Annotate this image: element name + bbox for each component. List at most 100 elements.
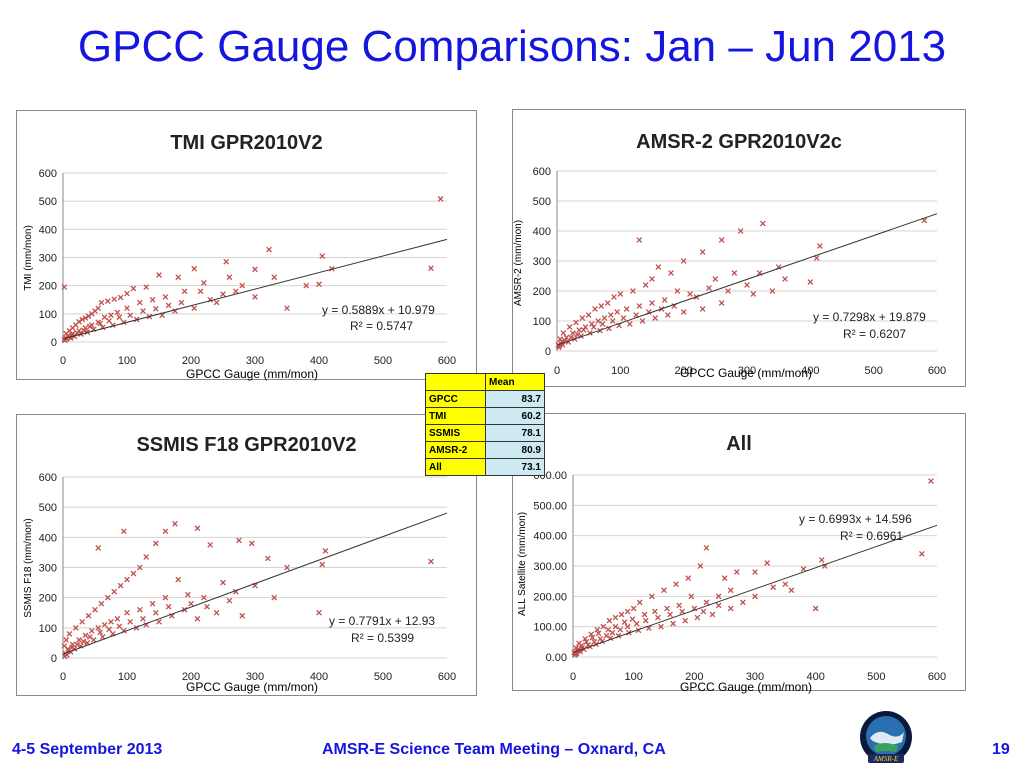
data-point xyxy=(589,634,596,641)
data-point xyxy=(162,294,169,300)
y-tick-label: 300 xyxy=(39,253,57,265)
x-axis-label-all: GPCC Gauge (mm/mon) xyxy=(679,680,813,694)
data-point xyxy=(165,302,172,309)
data-point xyxy=(143,284,150,290)
x-tick-label: 400 xyxy=(310,671,328,683)
data-point xyxy=(213,609,220,616)
y-tick-label: 500 xyxy=(39,196,57,208)
mean-table-row: GPCC 83.7 xyxy=(425,390,545,408)
data-point xyxy=(303,282,310,289)
data-point xyxy=(670,620,676,627)
data-point xyxy=(76,637,82,643)
x-tick-label: 400 xyxy=(801,365,819,377)
data-point xyxy=(699,249,706,255)
x-tick-label: 400 xyxy=(310,355,328,367)
data-point xyxy=(106,318,112,324)
mean-table: Mean GPCC 83.7 TMI 60.2 SSMIS 78.1 AMSR-… xyxy=(425,373,545,476)
mean-row-value: 83.7 xyxy=(485,390,545,408)
data-point xyxy=(152,609,159,616)
data-point xyxy=(816,243,823,249)
y-axis-label: SSMIS F18 (mm/mon) xyxy=(23,518,34,617)
mean-row-value: 60.2 xyxy=(485,407,545,425)
data-point xyxy=(130,285,137,292)
data-point xyxy=(782,276,788,282)
data-point xyxy=(621,619,628,625)
data-point xyxy=(580,327,587,333)
x-tick-label: 100 xyxy=(624,671,642,683)
mean-row-value: 80.9 xyxy=(485,441,545,459)
data-point xyxy=(204,603,210,610)
y-tick-label: 200 xyxy=(39,593,57,605)
data-point xyxy=(818,557,825,563)
data-point xyxy=(223,258,230,265)
data-point xyxy=(97,320,103,327)
mean-row-label: GPCC xyxy=(425,390,486,408)
data-point xyxy=(725,288,731,294)
data-point xyxy=(61,284,68,290)
chart-tmi: TMI GPR2010V2 0 100 200 300 400 500 600 0 100 200 3… xyxy=(23,132,456,367)
data-point xyxy=(642,282,649,288)
data-point xyxy=(248,540,255,547)
data-point xyxy=(604,300,611,306)
chart-ssmis: SSMIS F18 GPR2010V2 0 100 200 300 400 500 600 0 1… xyxy=(23,434,456,683)
data-point xyxy=(175,576,182,583)
chart-panel-amsr2: AMSR-2 GPR2010V2c 0 100 200 300 400 500 600 0 100… xyxy=(512,109,966,387)
data-point xyxy=(770,584,777,591)
data-point xyxy=(668,270,674,276)
data-point xyxy=(149,600,156,607)
y-tick-label: 0 xyxy=(51,653,57,665)
data-point xyxy=(712,276,719,282)
data-point xyxy=(428,265,434,272)
data-point xyxy=(78,643,84,649)
y-tick-label: 100 xyxy=(533,316,551,328)
data-point xyxy=(612,614,619,621)
data-point xyxy=(609,629,616,636)
mean-row-label: AMSR-2 xyxy=(425,441,486,459)
data-point xyxy=(652,315,659,321)
data-point xyxy=(667,611,673,618)
trend-r-squared: R² = 0.6207 xyxy=(843,327,906,341)
y-tick-label: 100 xyxy=(39,309,57,321)
y-tick-label: 0.00 xyxy=(546,652,567,664)
trend-equation: y = 0.7298x + 19.879 xyxy=(813,310,926,324)
data-point xyxy=(697,563,704,569)
data-point xyxy=(130,570,137,577)
data-point xyxy=(92,606,98,613)
data-point xyxy=(152,305,159,312)
data-point xyxy=(918,551,925,557)
data-point xyxy=(322,548,329,554)
data-point xyxy=(197,288,204,295)
y-tick-label: 100.00 xyxy=(533,622,567,634)
data-point xyxy=(655,264,662,270)
data-point xyxy=(636,303,643,309)
data-point xyxy=(101,314,108,321)
data-point xyxy=(184,591,191,598)
data-point xyxy=(664,605,670,612)
data-point xyxy=(104,298,111,305)
data-point xyxy=(601,315,608,321)
y-tick-label: 400 xyxy=(39,532,57,544)
data-point xyxy=(82,315,89,321)
data-point xyxy=(563,334,570,341)
data-point xyxy=(62,653,68,660)
data-point xyxy=(117,582,124,589)
data-point xyxy=(639,318,646,324)
data-point xyxy=(680,258,687,264)
data-point xyxy=(162,528,169,535)
data-point xyxy=(284,564,290,571)
x-tick-label: 300 xyxy=(738,365,756,377)
data-point xyxy=(699,306,706,312)
chart-panel-all: All 0.00 100.00 200.00 300.00 400.00 500.00 600… xyxy=(512,413,966,691)
x-tick-label: 200 xyxy=(182,355,200,367)
data-point xyxy=(617,626,624,633)
data-point xyxy=(759,220,766,227)
data-point xyxy=(127,312,134,319)
x-tick-label: 600 xyxy=(928,365,946,377)
trendline xyxy=(62,512,448,655)
amsr-e-logo: AMSR-E xyxy=(860,711,912,763)
data-point xyxy=(588,321,595,327)
data-point xyxy=(98,600,105,607)
data-point xyxy=(574,331,581,338)
y-tick-label: 400 xyxy=(533,226,551,238)
slide-title: GPCC Gauge Comparisons: Jan – Jun 2013 xyxy=(77,22,947,71)
